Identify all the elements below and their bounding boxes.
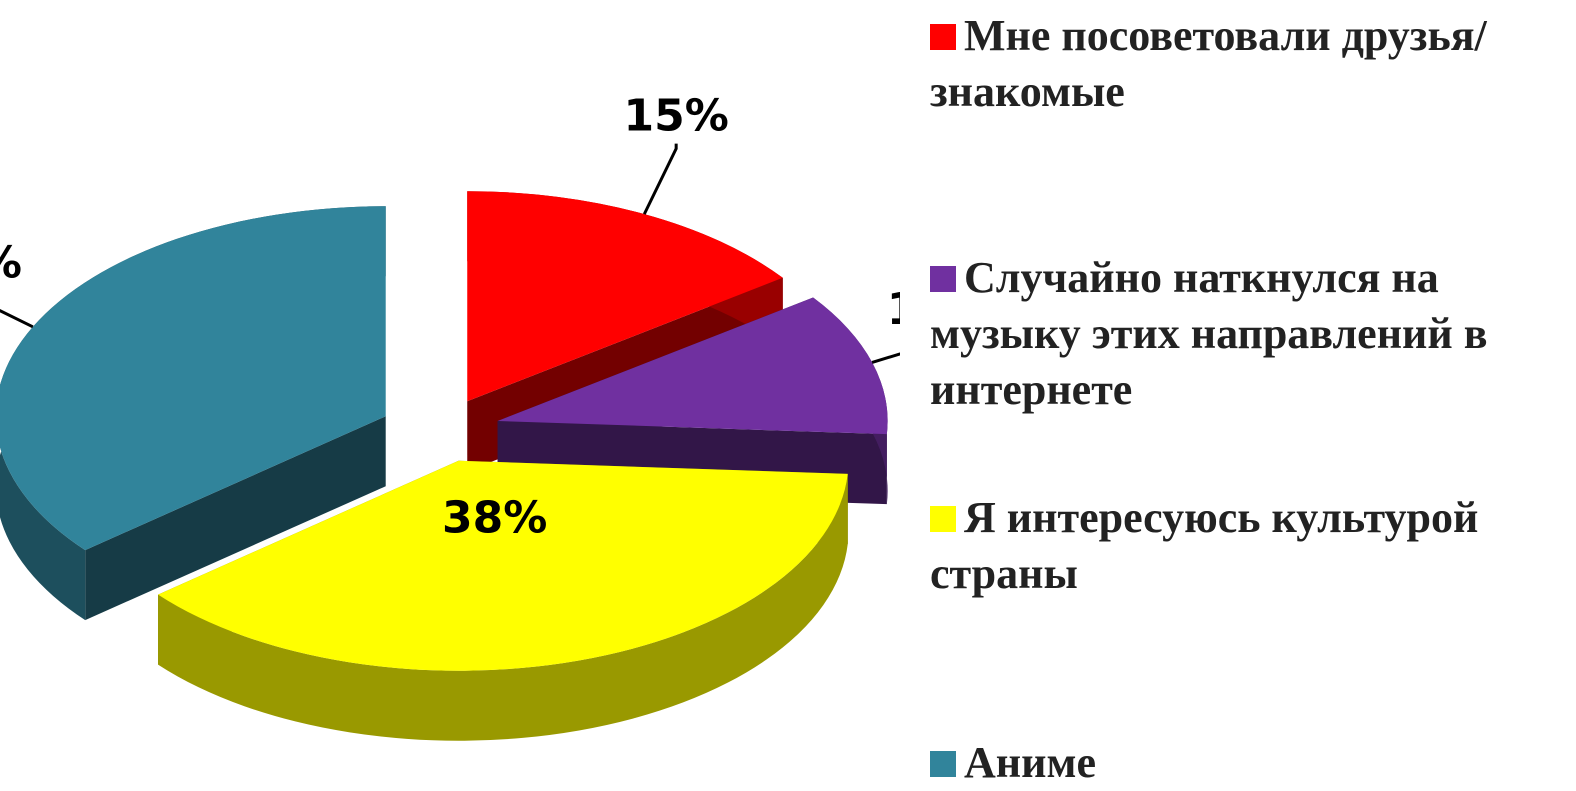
slice-top <box>497 297 888 435</box>
legend-entry: Аниме <box>930 735 1570 791</box>
legend-entry: Мне посоветовали друзья/знакомые <box>930 8 1570 120</box>
legend-swatch <box>930 751 956 777</box>
legend-label: Аниме <box>964 738 1096 787</box>
data-label: 38% <box>442 493 547 544</box>
chart: 15% 11% 38% 36% <box>0 91 900 741</box>
slice <box>0 206 386 621</box>
slice-top <box>0 206 386 551</box>
leader-line <box>642 143 678 215</box>
legend-swatch <box>930 24 956 50</box>
leader-line <box>871 352 900 364</box>
slice-top <box>467 191 783 402</box>
data-label: 36% <box>0 238 22 289</box>
legend-label: Я интересуюсь культурой страны <box>930 493 1479 598</box>
slice-top <box>158 460 848 671</box>
legend-entry: Случайно наткнулся на музыку этих направ… <box>930 250 1570 418</box>
legend-label: Случайно наткнулся на музыку этих направ… <box>930 253 1488 414</box>
data-label: 15% <box>624 91 729 142</box>
slice <box>158 460 848 741</box>
legend-label: Мне посоветовали друзья/знакомые <box>930 11 1487 116</box>
slice-wall <box>158 473 848 741</box>
slice <box>497 297 888 505</box>
legend-swatch <box>930 266 956 292</box>
leader-line <box>0 308 34 329</box>
slice-side <box>85 416 386 621</box>
data-label: 11% <box>887 284 900 335</box>
legend-entry: Я интересуюсь культурой страны <box>930 490 1570 602</box>
legend-swatch <box>930 506 956 532</box>
